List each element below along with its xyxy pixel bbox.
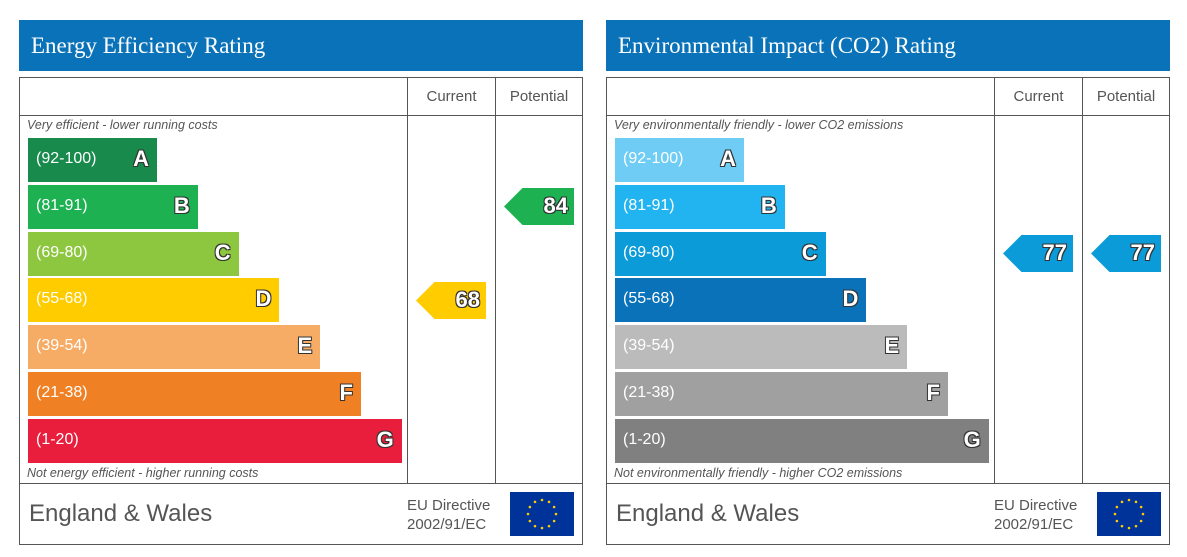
- bottom-caption: Not energy efficient - higher running co…: [27, 466, 259, 480]
- header-divider: [20, 115, 582, 116]
- band-range-label: (92-100): [36, 150, 97, 167]
- potential-column-header: Potential: [1096, 88, 1156, 105]
- column-divider: [407, 78, 408, 484]
- potential-rating-arrow-shape: [504, 188, 574, 226]
- rating-band-e: (39-54) E: [28, 325, 321, 370]
- band-letter: F: [339, 380, 353, 405]
- band-range-label: (69-80): [36, 243, 88, 261]
- band-range-label: (1-20): [36, 430, 79, 448]
- rating-band-g: (1-20) G: [28, 418, 402, 463]
- rating-band-d: (55-68) D: [28, 278, 280, 323]
- energy-efficiency-title: Energy Efficiency Rating: [19, 20, 583, 71]
- band-letter: D: [842, 286, 859, 312]
- eu-directive-label: EU Directive 2002/91/EC: [407, 496, 490, 534]
- potential-rating-arrow: 84: [504, 188, 574, 226]
- band-letter: F: [926, 380, 940, 405]
- potential-column-header: Potential: [509, 88, 569, 105]
- rating-band-a: (92-100) A: [615, 138, 744, 182]
- band-range-label: (81-91): [623, 196, 675, 214]
- potential-rating-value: 84: [543, 193, 568, 219]
- header-divider: [607, 115, 1169, 116]
- band-letter: B: [760, 192, 777, 218]
- band-range-label: (21-38): [36, 384, 88, 401]
- band-range-label: (92-100): [623, 150, 684, 167]
- band-letter: A: [133, 146, 149, 171]
- region-label: England & Wales: [616, 500, 800, 527]
- eu-directive-line2: 2002/91/EC: [994, 516, 1074, 533]
- eu-directive-line1: EU Directive: [407, 497, 491, 514]
- rating-band-g: (1-20) G: [615, 418, 989, 463]
- current-rating-value: 77: [1042, 240, 1067, 266]
- band-letter: G: [963, 426, 981, 452]
- rating-band-c: (69-80) C: [28, 231, 239, 276]
- environmental-impact-frame: Current Potential Very environmentally f…: [606, 77, 1170, 545]
- region-label: England & Wales: [29, 500, 213, 527]
- rating-band-c: (69-80) C: [615, 231, 826, 276]
- rating-band-f: (21-38) F: [28, 372, 361, 416]
- rating-band-b: (81-91) B: [615, 184, 785, 229]
- band-letter: C: [801, 239, 818, 265]
- band-letter: A: [720, 146, 736, 171]
- environmental-impact-title: Environmental Impact (CO2) Rating: [606, 20, 1170, 71]
- footer-divider: [607, 483, 1169, 484]
- energy-efficiency-panel: Energy Efficiency Rating Current Potenti…: [19, 20, 583, 545]
- band-range-label: (1-20): [623, 430, 666, 448]
- potential-rating-arrow: 77: [1091, 235, 1161, 273]
- band-range-label: (69-80): [623, 243, 675, 261]
- current-rating-arrow-shape: [1003, 235, 1073, 273]
- current-rating-arrow-shape: [416, 281, 486, 319]
- current-column-header: Current: [1013, 88, 1064, 105]
- eu-flag-icon: [1097, 492, 1161, 536]
- current-rating-arrow: 77: [1003, 235, 1073, 273]
- top-caption: Very efficient - lower running costs: [27, 118, 218, 132]
- band-range-label: (21-38): [623, 384, 675, 401]
- potential-rating-arrow-shape: [1091, 235, 1161, 273]
- footer-divider: [20, 483, 582, 484]
- band-letter: C: [214, 239, 231, 265]
- rating-band-d: (55-68) D: [615, 278, 867, 323]
- band-letter: G: [376, 426, 394, 452]
- column-divider: [1082, 78, 1083, 484]
- bottom-caption: Not environmentally friendly - higher CO…: [614, 466, 903, 480]
- band-range-label: (55-68): [36, 290, 88, 308]
- potential-rating-value: 77: [1130, 240, 1155, 266]
- energy-efficiency-frame: Current Potential Very efficient - lower…: [19, 77, 583, 545]
- eu-directive-label: EU Directive 2002/91/EC: [994, 496, 1077, 534]
- band-range-label: (55-68): [623, 290, 675, 308]
- rating-band-a: (92-100) A: [28, 138, 157, 182]
- rating-band-f: (21-38) F: [615, 372, 948, 416]
- band-range-label: (81-91): [36, 196, 88, 214]
- band-letter: E: [884, 333, 900, 359]
- top-caption: Very environmentally friendly - lower CO…: [614, 118, 904, 132]
- current-rating-arrow: 68: [416, 281, 486, 319]
- column-divider: [994, 78, 995, 484]
- eu-flag-icon: [510, 492, 574, 536]
- column-divider: [495, 78, 496, 484]
- eu-directive-line2: 2002/91/EC: [407, 516, 487, 533]
- rating-band-e: (39-54) E: [615, 325, 908, 370]
- band-letter: D: [255, 286, 272, 312]
- rating-band-b: (81-91) B: [28, 184, 198, 229]
- band-range-label: (39-54): [36, 337, 88, 355]
- eu-directive-line1: EU Directive: [994, 497, 1078, 514]
- current-rating-value: 68: [455, 286, 480, 312]
- band-range-label: (39-54): [623, 337, 675, 355]
- environmental-impact-panel: Environmental Impact (CO2) Rating Curren…: [606, 20, 1170, 545]
- current-column-header: Current: [426, 88, 477, 105]
- band-letter: E: [297, 333, 313, 359]
- band-letter: B: [173, 192, 190, 218]
